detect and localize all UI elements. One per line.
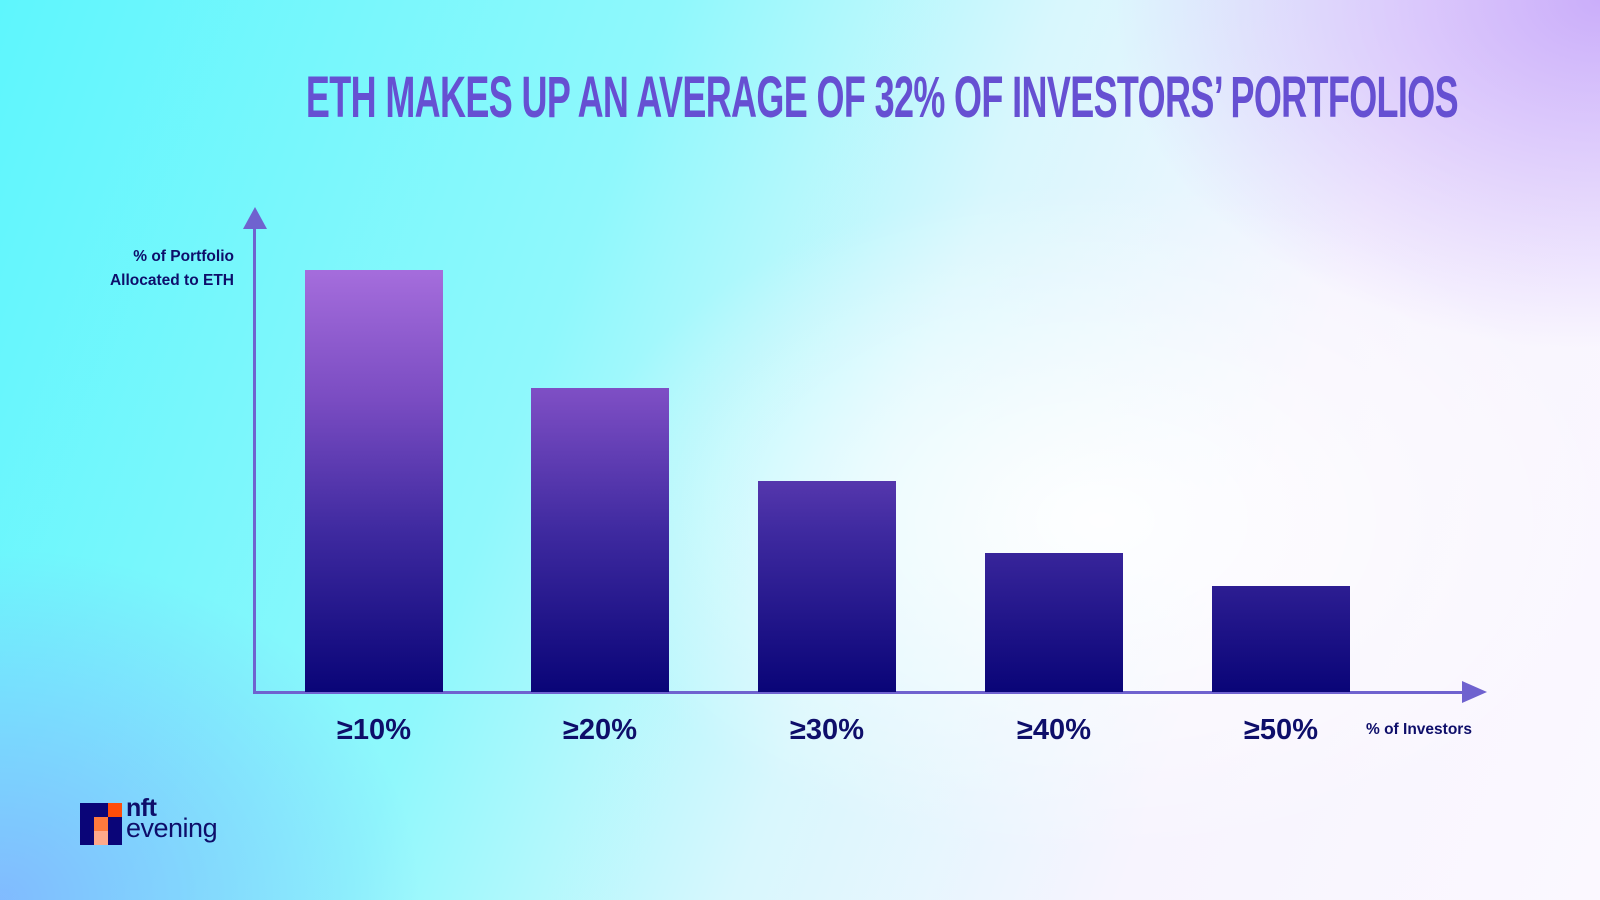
brand-line2: evening: [126, 813, 218, 843]
bar: [531, 388, 669, 692]
bar: [1212, 586, 1350, 692]
x-tick-label: ≥40%: [1017, 714, 1091, 746]
x-axis: [253, 691, 1475, 694]
y-axis-label: % of Portfolio Allocated to ETH: [110, 245, 234, 293]
x-tick-label: ≥30%: [790, 714, 864, 746]
x-tick-label: ≥20%: [563, 714, 637, 746]
logo-square: [108, 803, 122, 817]
bar: [758, 481, 896, 692]
x-tick-label: ≥10%: [337, 714, 411, 746]
x-axis-label: % of Investors: [1366, 721, 1472, 738]
y-axis: [253, 220, 256, 693]
bar: [985, 553, 1123, 692]
brand-line1: nft: [126, 794, 157, 822]
nft-evening-logo-icon: [80, 803, 122, 845]
y-axis-label-line2: Allocated to ETH: [109, 272, 234, 289]
logo-square: [94, 817, 108, 831]
arrow-up-icon: [243, 207, 267, 229]
logo-square: [94, 831, 108, 845]
brand-wordmark: nft evening: [126, 794, 218, 843]
chart-title: ETH MAKES UP AN AVERAGE OF 32% OF INVEST…: [305, 65, 1459, 130]
arrow-right-icon: [1462, 681, 1487, 703]
y-axis-label-line1: % of Portfolio: [133, 248, 234, 265]
x-tick-label: ≥50%: [1244, 714, 1318, 746]
bar: [305, 270, 443, 692]
